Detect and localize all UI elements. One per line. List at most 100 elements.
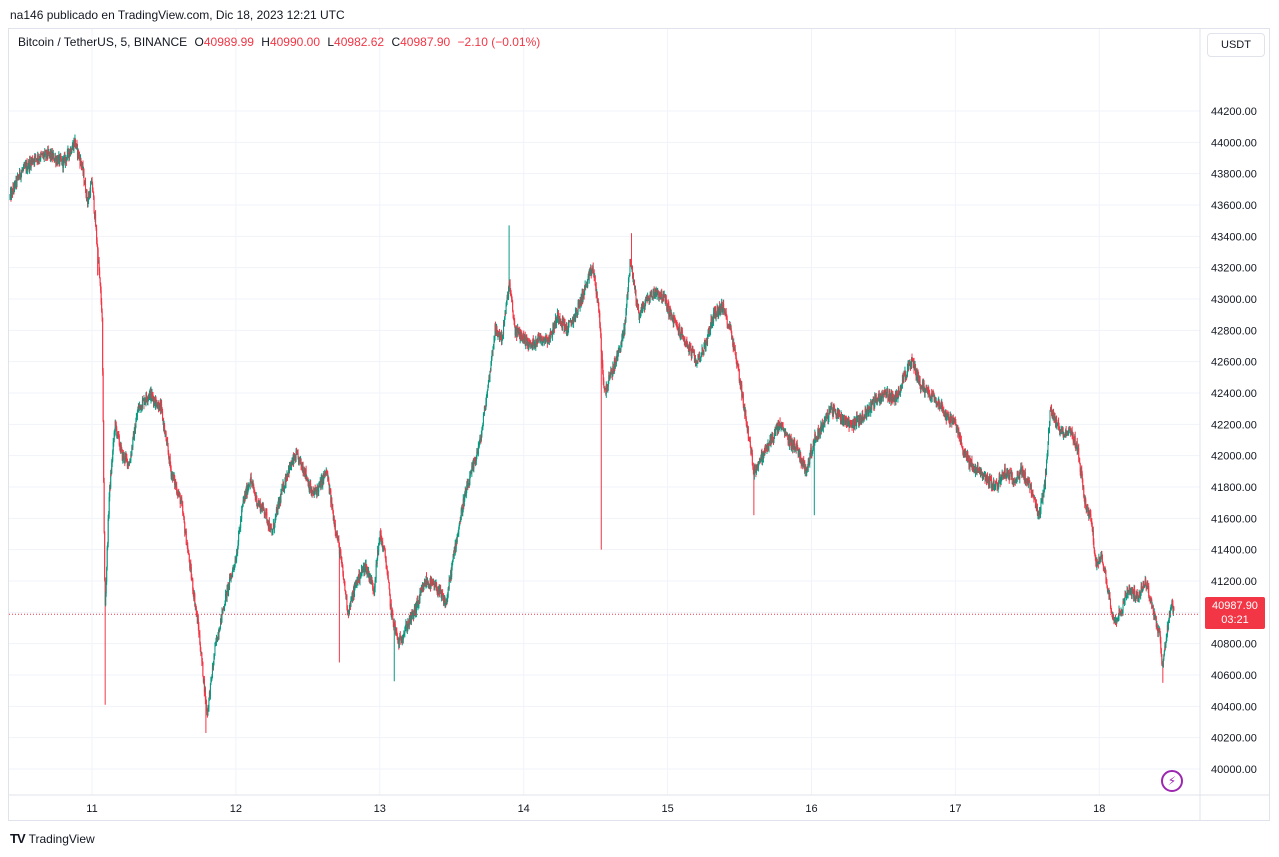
candle-body	[384, 547, 386, 550]
candle-body	[1097, 562, 1099, 564]
candle-body	[818, 429, 820, 431]
candle-body	[510, 294, 512, 296]
candle-body	[750, 447, 752, 454]
candle-body	[434, 586, 436, 588]
candle-body	[431, 580, 433, 582]
candle-body	[913, 360, 915, 367]
candle-body	[115, 420, 117, 425]
candle-body	[562, 320, 564, 322]
brand-name: TradingView	[28, 831, 95, 846]
candle-body	[551, 333, 553, 338]
candle-body	[1068, 429, 1070, 434]
candle-body	[298, 456, 300, 464]
candle-body	[331, 498, 333, 509]
candle-body	[1103, 568, 1105, 570]
candle-body	[463, 497, 465, 507]
candle-body	[591, 271, 593, 276]
candle-body	[231, 574, 233, 577]
candle-body	[493, 338, 495, 340]
candle-body	[190, 563, 192, 568]
candle-body	[873, 399, 875, 406]
candle-body	[799, 451, 801, 460]
candle-body	[243, 498, 245, 501]
candle-body	[504, 317, 506, 325]
candle-body	[655, 289, 657, 293]
candle-body	[399, 635, 401, 639]
candle-body	[993, 480, 995, 485]
candle-body	[727, 324, 729, 327]
candle-body	[805, 467, 807, 471]
candle-body	[198, 626, 200, 634]
candle-body	[851, 424, 853, 428]
candle-body	[387, 574, 389, 581]
candle-body	[1020, 466, 1022, 468]
x-tick-label: 14	[518, 803, 530, 815]
candle-body	[538, 335, 540, 337]
candle-body	[786, 434, 788, 436]
candle-body	[574, 313, 576, 320]
candle-body	[1083, 496, 1085, 498]
candle-body	[1136, 592, 1138, 595]
candle-body	[540, 337, 542, 342]
candle-body	[306, 477, 308, 481]
candle-body	[402, 639, 404, 641]
candle-body	[837, 409, 839, 416]
y-tick-label: 42200.00	[1211, 419, 1257, 431]
candle-body	[458, 524, 460, 529]
candle-body	[1005, 474, 1007, 477]
candle-body	[742, 394, 744, 406]
candle-body	[451, 563, 453, 567]
candle-body	[555, 320, 557, 326]
candle-body	[95, 214, 97, 227]
candle-body	[586, 281, 588, 287]
candle-body	[122, 453, 124, 459]
candle-body	[593, 273, 595, 275]
candle-body	[554, 321, 556, 329]
symbol-label[interactable]: Bitcoin / TetherUS, 5, BINANCE	[18, 35, 188, 49]
candle-body	[277, 503, 279, 515]
candle-body	[1049, 411, 1051, 422]
candle-body	[373, 589, 375, 591]
candle-body	[890, 395, 892, 402]
candle-body	[1150, 598, 1152, 603]
candle-body	[1157, 626, 1159, 634]
candle-body	[729, 325, 731, 330]
candle-body	[112, 451, 114, 461]
lightning-bolt-icon[interactable]: ⚡	[1161, 770, 1183, 792]
candle-body	[1158, 628, 1160, 632]
candle-body	[446, 601, 448, 603]
candle-body	[404, 630, 406, 633]
candle-body	[852, 420, 854, 428]
candle-body	[857, 416, 859, 418]
candle-body	[628, 275, 630, 279]
candle-body	[46, 156, 48, 158]
candle-body	[610, 370, 612, 375]
candle-body	[499, 331, 501, 339]
candle-body	[773, 435, 775, 441]
candle-body	[151, 393, 153, 398]
candle-body	[850, 423, 852, 425]
currency-button[interactable]: USDT	[1207, 33, 1265, 57]
candle-body	[1131, 587, 1133, 597]
candle-body	[386, 568, 388, 570]
candle-body	[615, 362, 617, 364]
candle-body	[1032, 495, 1034, 497]
candle-body	[160, 402, 162, 411]
candle-body	[775, 426, 777, 432]
candle-body	[516, 329, 518, 337]
candle-body	[843, 415, 845, 418]
candle-body	[532, 339, 534, 347]
candle-body	[25, 164, 27, 166]
candle-body	[903, 372, 905, 374]
candle-body	[514, 325, 516, 335]
candle-body	[872, 399, 874, 401]
candle-body	[1130, 591, 1132, 593]
candle-body	[1140, 592, 1142, 596]
candle-body	[255, 495, 257, 499]
candle-body	[827, 417, 829, 420]
candle-body	[128, 465, 130, 467]
brand-footer[interactable]: TV TradingView	[10, 831, 95, 846]
candle-body	[206, 710, 208, 716]
candle-body	[801, 460, 803, 465]
